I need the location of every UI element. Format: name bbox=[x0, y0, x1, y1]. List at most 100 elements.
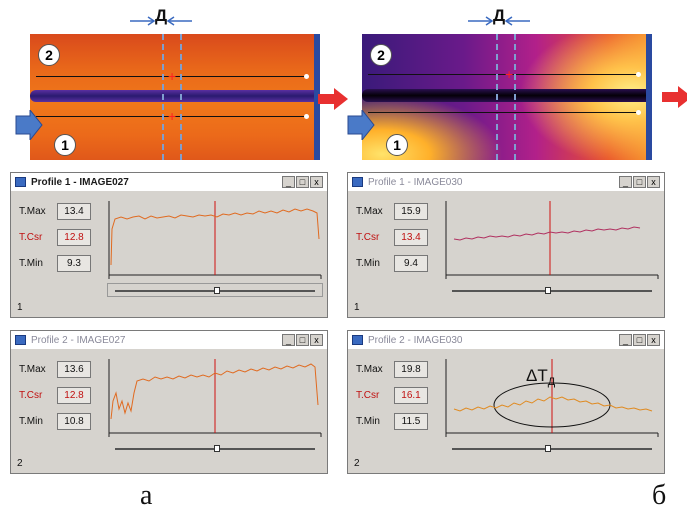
heat-flow-arrow-icon bbox=[318, 88, 348, 110]
window-app-icon bbox=[15, 335, 26, 345]
minimize-button[interactable]: _ bbox=[282, 334, 295, 346]
profile-curve bbox=[453, 226, 641, 241]
profile-guide-line-2 bbox=[36, 76, 306, 77]
profile-window-2b[interactable]: Profile 2 - IMAGE030 _ □ x T.Max 19.8 T.… bbox=[347, 330, 665, 474]
profile-curve bbox=[453, 396, 653, 412]
maximize-button[interactable]: □ bbox=[296, 176, 309, 188]
profile-window-2a[interactable]: Profile 2 - IMAGE027 _ □ x T.Max 13.6 T.… bbox=[10, 330, 328, 474]
tmax-label: T.Max bbox=[19, 364, 46, 375]
tmax-row: T.Max 13.6 bbox=[19, 361, 91, 378]
slider-track[interactable] bbox=[452, 290, 652, 292]
tcsr-value: 12.8 bbox=[57, 387, 91, 404]
marker-1: 1 bbox=[54, 134, 76, 156]
heat-flow-arrow-icon bbox=[662, 86, 687, 108]
window-titlebar[interactable]: Profile 1 - IMAGE027 _ □ x bbox=[11, 173, 327, 191]
guide-endpoint bbox=[304, 74, 309, 79]
window-index: 1 bbox=[17, 302, 23, 313]
maximize-button[interactable]: □ bbox=[296, 334, 309, 346]
caption-left: а bbox=[140, 480, 153, 511]
profile-guide-line-2 bbox=[368, 74, 638, 75]
close-button[interactable]: x bbox=[647, 334, 660, 346]
tmin-value: 9.3 bbox=[57, 255, 91, 272]
minimize-button[interactable]: _ bbox=[282, 176, 295, 188]
marker-2: 2 bbox=[370, 44, 392, 66]
tmin-row: T.Min 9.4 bbox=[356, 255, 428, 272]
window-index: 2 bbox=[354, 458, 360, 469]
dimension-label: Д bbox=[493, 6, 506, 25]
heated-rod bbox=[30, 90, 320, 102]
profile-plot: ΔTД bbox=[445, 359, 659, 437]
slider-frame bbox=[107, 283, 323, 297]
tmax-value: 19.8 bbox=[394, 361, 428, 378]
profile-curve bbox=[110, 208, 320, 266]
tmin-row: T.Min 10.8 bbox=[19, 413, 91, 430]
tmin-value: 9.4 bbox=[394, 255, 428, 272]
tcsr-label: T.Csr bbox=[19, 232, 43, 243]
image-edge bbox=[314, 34, 320, 160]
tcsr-row: T.Csr 13.4 bbox=[356, 229, 428, 246]
tmax-value: 13.4 bbox=[57, 203, 91, 220]
window-app-icon bbox=[15, 177, 26, 187]
tcsr-label: T.Csr bbox=[356, 390, 380, 401]
minimize-button[interactable]: _ bbox=[619, 176, 632, 188]
profile-window-1b[interactable]: Profile 1 - IMAGE030 _ □ x T.Max 15.9 T.… bbox=[347, 172, 665, 318]
tcsr-value: 16.1 bbox=[394, 387, 428, 404]
tcsr-label: T.Csr bbox=[356, 232, 380, 243]
heated-rod bbox=[362, 89, 652, 102]
slider-thumb[interactable] bbox=[545, 287, 551, 294]
defect-zone-left bbox=[162, 34, 164, 160]
tcsr-row: T.Csr 12.8 bbox=[19, 387, 91, 404]
tcsr-value: 13.4 bbox=[394, 229, 428, 246]
thermal-image-b: + 2 1 bbox=[362, 34, 652, 160]
close-button[interactable]: x bbox=[647, 176, 660, 188]
window-title: Profile 1 - IMAGE027 bbox=[31, 176, 129, 188]
dimension-marker-b: Д bbox=[468, 6, 530, 28]
minimize-button[interactable]: _ bbox=[619, 334, 632, 346]
tmax-row: T.Max 13.4 bbox=[19, 203, 91, 220]
profile-window-1a[interactable]: Profile 1 - IMAGE027 _ □ x T.Max 13.4 T.… bbox=[10, 172, 328, 318]
close-button[interactable]: x bbox=[310, 334, 323, 346]
caption-right: б bbox=[652, 480, 667, 511]
close-button[interactable]: x bbox=[310, 176, 323, 188]
delta-t-subscript: Д bbox=[548, 376, 556, 388]
dimension-label: Д bbox=[155, 6, 168, 25]
tmin-label: T.Min bbox=[356, 258, 380, 269]
double-arrow-icon bbox=[468, 16, 530, 26]
cursor-cross-icon: + bbox=[505, 66, 514, 82]
cursor-cross-icon: + bbox=[168, 108, 177, 124]
tcsr-row: T.Csr 12.8 bbox=[19, 229, 91, 246]
tmin-label: T.Min bbox=[19, 416, 43, 427]
window-title: Profile 1 - IMAGE030 bbox=[368, 176, 463, 188]
tmax-row: T.Max 19.8 bbox=[356, 361, 428, 378]
guide-endpoint bbox=[304, 114, 309, 119]
slider-thumb[interactable] bbox=[545, 445, 551, 452]
maximize-button[interactable]: □ bbox=[633, 334, 646, 346]
defect-zone-right bbox=[180, 34, 182, 160]
thermal-image-a: + + 2 1 bbox=[30, 34, 320, 160]
tmax-label: T.Max bbox=[356, 364, 383, 375]
double-arrow-icon bbox=[130, 16, 192, 26]
tcsr-value: 12.8 bbox=[57, 229, 91, 246]
tmax-row: T.Max 15.9 bbox=[356, 203, 428, 220]
tmin-value: 10.8 bbox=[57, 413, 91, 430]
window-titlebar[interactable]: Profile 1 - IMAGE030 _ □ x bbox=[348, 173, 664, 191]
tcsr-row: T.Csr 16.1 bbox=[356, 387, 428, 404]
heat-input-arrow-icon bbox=[15, 110, 43, 140]
tmin-row: T.Min 11.5 bbox=[356, 413, 428, 430]
delta-t-label: ΔT bbox=[526, 366, 548, 385]
maximize-button[interactable]: □ bbox=[633, 176, 646, 188]
dimension-marker-a: Д bbox=[130, 6, 192, 28]
defect-zone-left bbox=[496, 34, 498, 160]
window-title: Profile 2 - IMAGE027 bbox=[31, 334, 126, 346]
tmax-label: T.Max bbox=[19, 206, 46, 217]
window-titlebar[interactable]: Profile 2 - IMAGE030 _ □ x bbox=[348, 331, 664, 349]
slider-thumb[interactable] bbox=[214, 287, 220, 294]
tmax-value: 15.9 bbox=[394, 203, 428, 220]
window-titlebar[interactable]: Profile 2 - IMAGE027 _ □ x bbox=[11, 331, 327, 349]
tmin-value: 11.5 bbox=[394, 413, 428, 430]
defect-zone-right bbox=[514, 34, 516, 160]
slider-track[interactable] bbox=[452, 448, 652, 450]
cursor-cross-icon: + bbox=[168, 68, 177, 84]
slider-thumb[interactable] bbox=[214, 445, 220, 452]
